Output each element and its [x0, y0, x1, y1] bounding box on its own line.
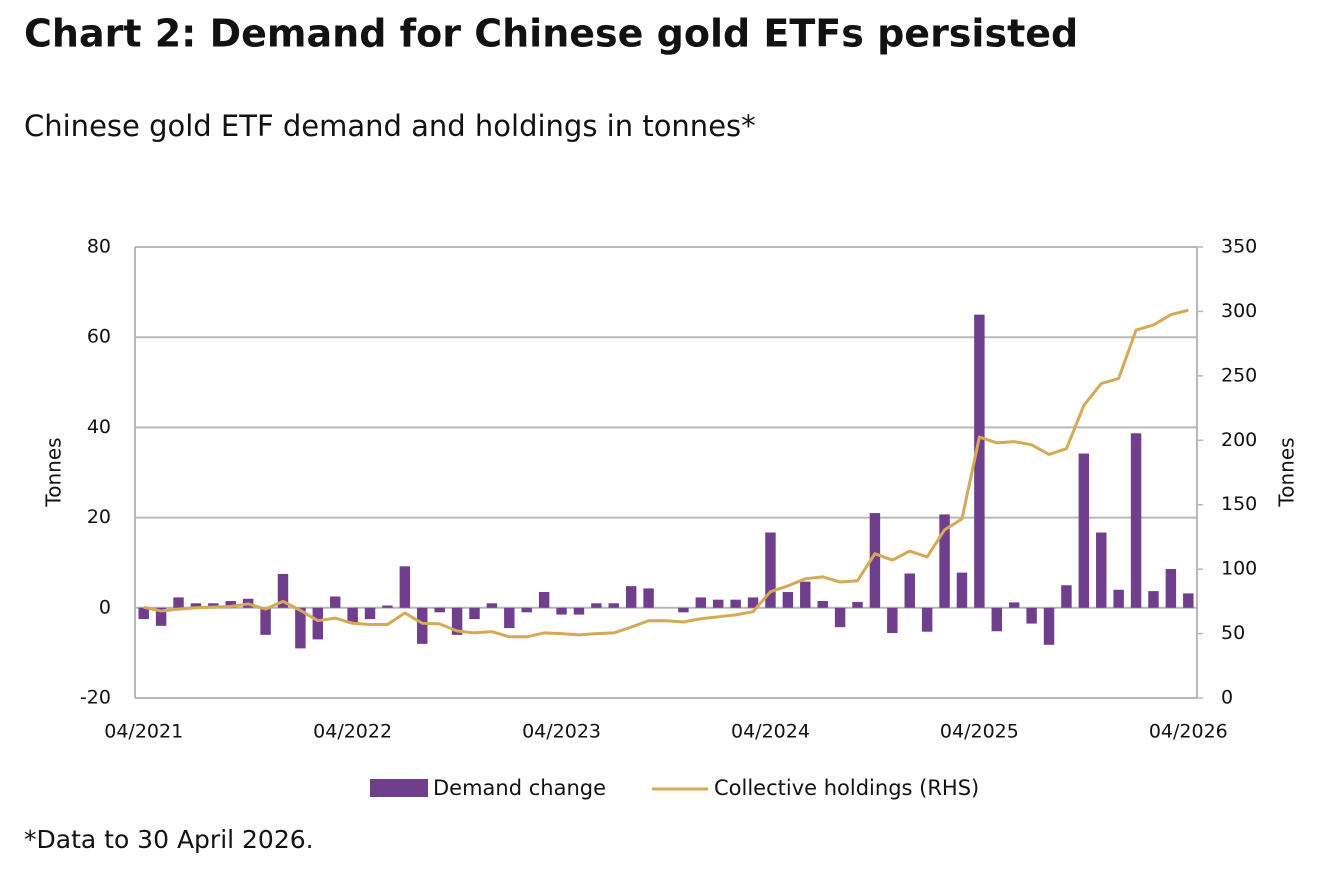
x-tick-label: 04/2026: [1149, 721, 1228, 743]
bar: [591, 603, 602, 608]
bar: [417, 607, 428, 644]
bar: [869, 513, 881, 608]
bar: [486, 603, 498, 608]
bar: [225, 601, 236, 608]
bar: [155, 607, 167, 626]
bar: [608, 603, 619, 608]
bar: [887, 607, 898, 634]
x-tick-label: 04/2025: [940, 721, 1019, 743]
y-tick-label: 40: [87, 416, 111, 438]
bar: [260, 607, 271, 635]
legend-swatch-bar: [370, 779, 428, 797]
bar: [1026, 607, 1037, 624]
bar: [556, 607, 567, 615]
y-tick-label: 20: [87, 506, 111, 528]
bar: [312, 607, 324, 640]
bar: [695, 597, 707, 608]
x-tick-label: 04/2021: [104, 721, 183, 743]
bar: [208, 603, 219, 608]
bar: [1148, 591, 1159, 608]
bar: [347, 607, 358, 624]
bar: [974, 314, 985, 608]
y2-tick-label: 100: [1221, 558, 1257, 580]
bar: [469, 607, 480, 620]
bar: [713, 599, 724, 608]
bar: [1078, 453, 1090, 608]
bar: [956, 572, 968, 608]
bar: [277, 573, 289, 608]
bar: [730, 599, 741, 608]
bar: [904, 573, 915, 608]
y2-axis-title: Tonnes: [1275, 437, 1299, 507]
bar: [1043, 607, 1055, 645]
bar: [399, 566, 411, 608]
y-tick-label: -20: [80, 687, 111, 709]
bar: [1165, 569, 1177, 608]
legend-label: Demand change: [433, 776, 606, 800]
y-tick-label: 60: [87, 326, 111, 348]
y2-tick-label: 250: [1221, 364, 1257, 386]
bar: [921, 607, 933, 632]
bar: [573, 607, 585, 615]
bar: [852, 601, 863, 608]
bar: [1096, 532, 1107, 608]
bar: [1008, 602, 1020, 608]
bar: [817, 601, 828, 608]
y2-tick-label: 0: [1221, 687, 1233, 709]
bar: [1113, 589, 1124, 608]
footnote: *Data to 30 April 2026.: [24, 825, 314, 854]
y2-tick-label: 350: [1221, 236, 1257, 258]
bar: [747, 597, 759, 608]
bar: [138, 607, 149, 620]
bar: [538, 592, 550, 608]
bar: [1183, 593, 1194, 608]
bar: [1061, 585, 1072, 608]
bar: [451, 607, 463, 635]
bar: [782, 592, 794, 608]
y-tick-label: 80: [87, 236, 111, 258]
chart-title: Chart 2: Demand for Chinese gold ETFs pe…: [24, 12, 1078, 56]
y2-tick-label: 200: [1221, 429, 1257, 451]
bar: [364, 607, 376, 620]
bar: [190, 603, 202, 608]
bar: [765, 532, 776, 608]
line: [143, 308, 1189, 639]
bar: [295, 607, 306, 649]
bar: [939, 514, 950, 608]
y-tick-label: 0: [99, 596, 111, 618]
x-tick-label: 04/2023: [522, 721, 601, 743]
bar: [434, 607, 445, 613]
bar: [678, 607, 689, 613]
bar: [643, 588, 654, 608]
x-tick-label: 04/2022: [313, 721, 392, 743]
bar: [382, 605, 393, 608]
y2-tick-label: 50: [1221, 622, 1245, 644]
bar: [173, 597, 184, 608]
chart-subtitle: Chinese gold ETF demand and holdings in …: [24, 109, 756, 143]
y-axis-title: Tonnes: [42, 437, 66, 507]
bar: [991, 607, 1003, 632]
y2-tick-label: 150: [1221, 493, 1257, 515]
bar: [504, 607, 515, 629]
bar: [834, 607, 846, 628]
legend-label: Collective holdings (RHS): [714, 776, 979, 800]
y2-tick-label: 300: [1221, 300, 1257, 322]
bar: [1130, 433, 1142, 608]
bar: [329, 596, 341, 608]
bar: [800, 581, 811, 608]
bar: [625, 586, 637, 608]
x-tick-label: 04/2024: [731, 721, 810, 743]
bar: [521, 607, 532, 613]
